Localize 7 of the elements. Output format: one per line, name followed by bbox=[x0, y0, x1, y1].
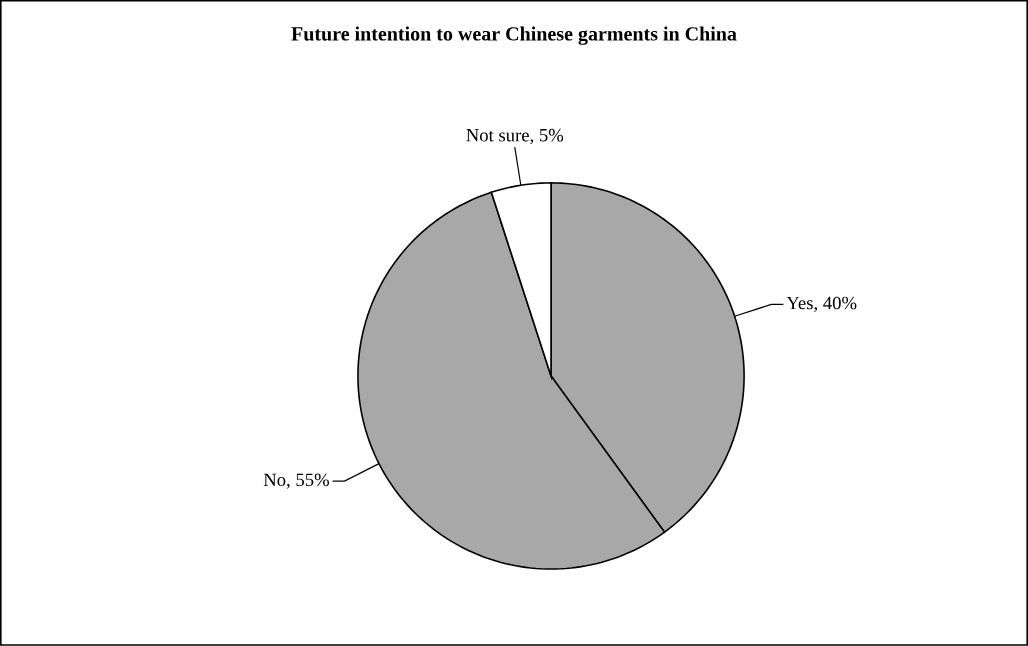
slice-label: No bbox=[263, 473, 286, 487]
data-label: , 40% bbox=[814, 296, 857, 313]
slice-label: Yes bbox=[786, 296, 813, 310]
slice-label: Not sure bbox=[466, 129, 529, 142]
chart-title: Future intention to wear Chinese garments in China bbox=[291, 26, 737, 45]
data-label: , 5% bbox=[530, 128, 564, 145]
data-label: , 55% bbox=[286, 473, 329, 489]
